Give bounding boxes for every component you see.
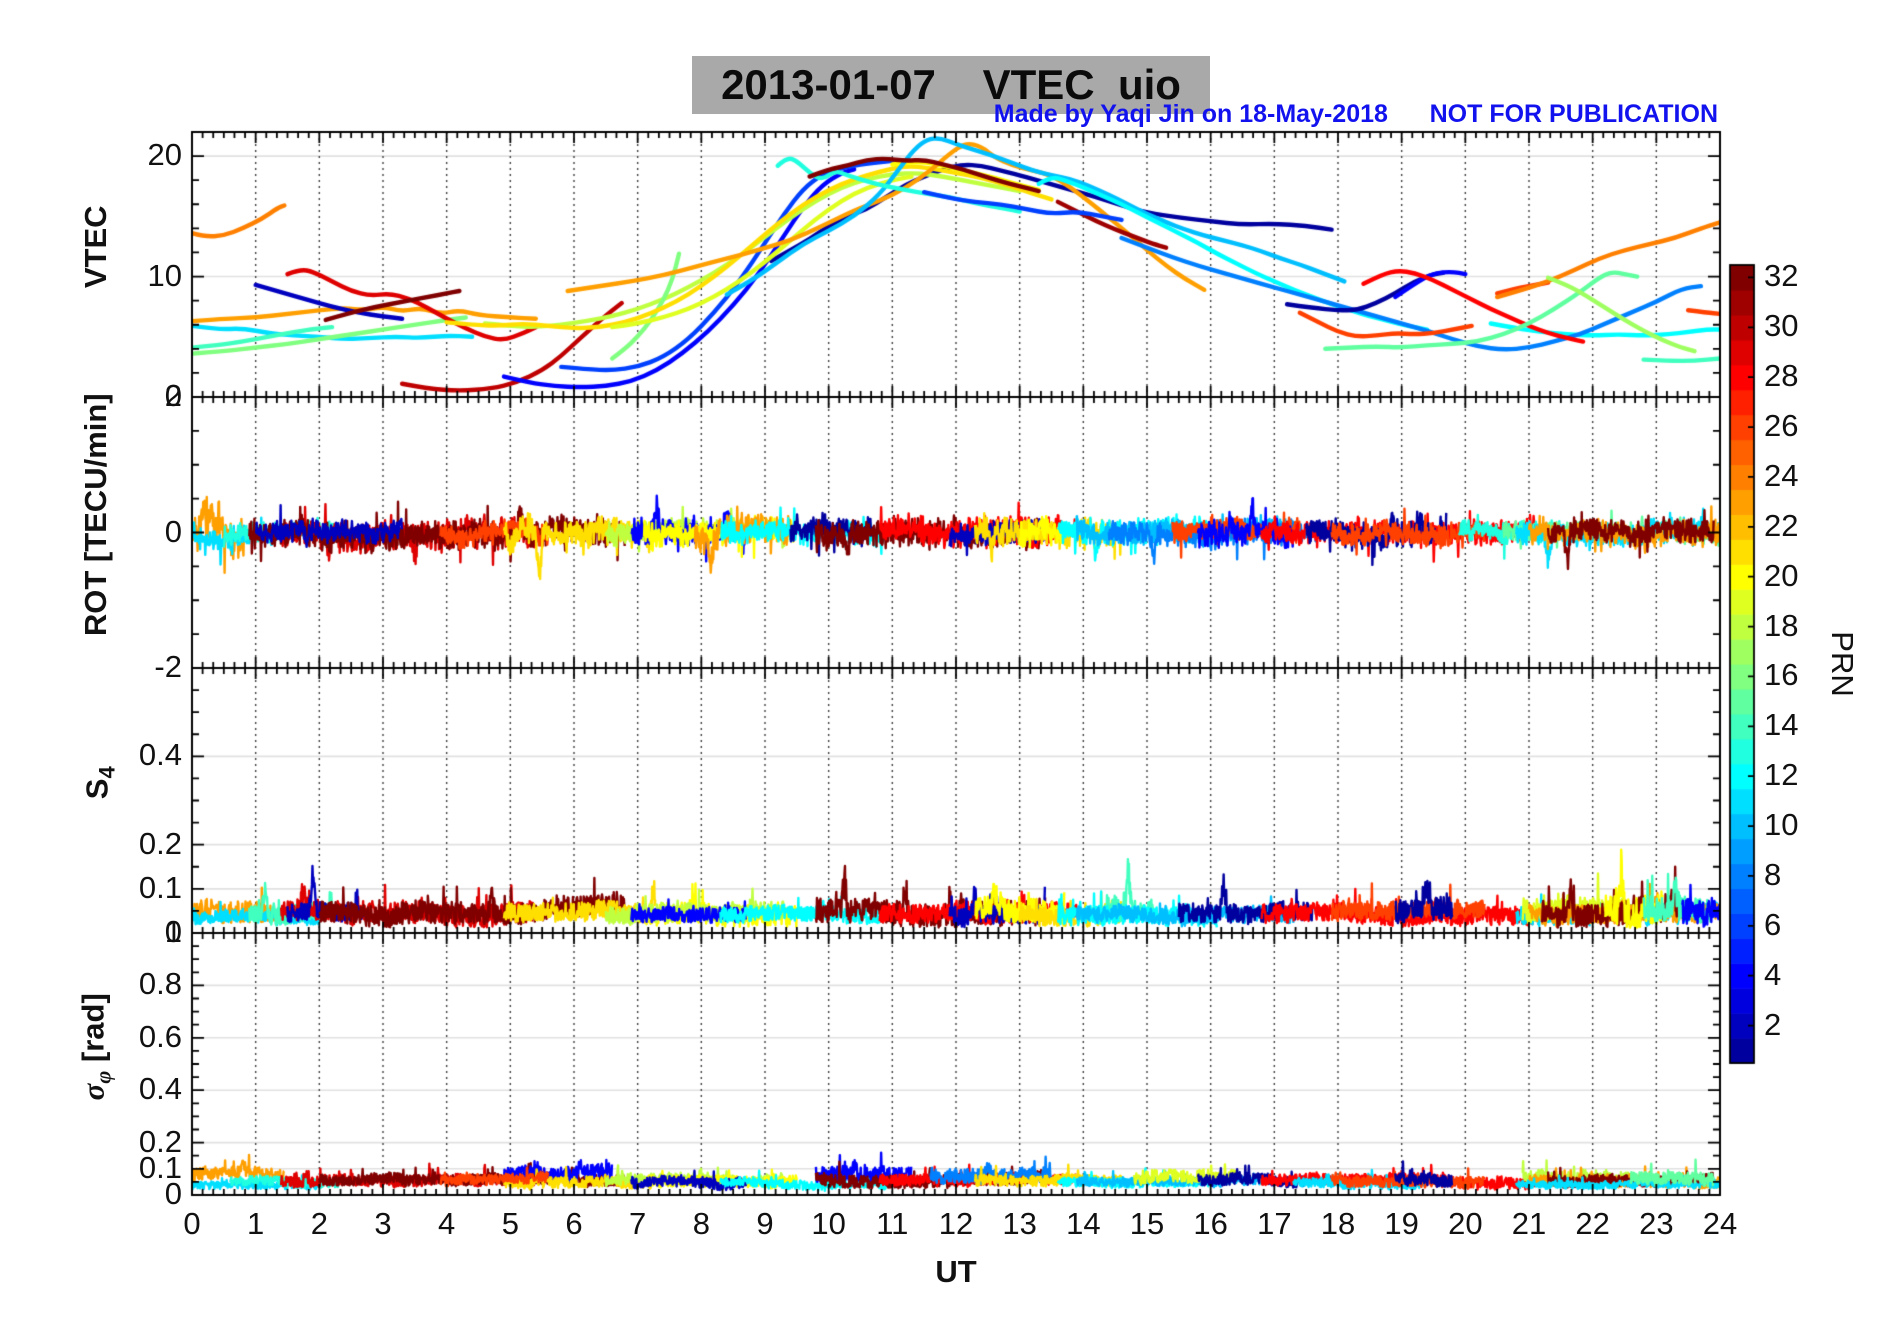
colorbar-tick-label: 22 — [1764, 507, 1799, 543]
y-tick-label-sigma_phi: 0.1 — [138, 1149, 182, 1185]
x-tick-label: 4 — [438, 1206, 456, 1241]
y-tick-label-rot: -2 — [154, 649, 182, 684]
colorbar-tick-label: 16 — [1764, 657, 1799, 693]
x-tick-label: 19 — [1384, 1206, 1419, 1241]
y-tick-label-rot: 2 — [164, 378, 182, 413]
colorbar-tick-label: 10 — [1764, 807, 1799, 843]
colorbar-tick-label: 32 — [1764, 258, 1799, 294]
y-tick-label-vtec: 10 — [147, 257, 182, 293]
y-tick-label-s4: 0 — [164, 914, 182, 949]
x-tick-label: 24 — [1702, 1206, 1738, 1241]
x-tick-label: 7 — [629, 1206, 647, 1241]
y-tick-label-sigma_phi: 0.4 — [138, 1071, 182, 1107]
colorbar-tick-label: 30 — [1764, 308, 1799, 344]
x-tick-label: 5 — [501, 1206, 519, 1241]
y-tick-label-sigma_phi: 0 — [164, 1176, 182, 1211]
x-tick-label: 17 — [1257, 1206, 1292, 1241]
x-tick-label: 9 — [756, 1206, 774, 1241]
x-tick-label: 22 — [1575, 1206, 1610, 1241]
x-tick-label: 15 — [1129, 1206, 1165, 1241]
x-axis-label: UT — [935, 1254, 977, 1289]
colorbar-tick-label: 18 — [1764, 607, 1799, 643]
colorbar-tick-label: 24 — [1764, 457, 1799, 493]
x-tick-label: 16 — [1193, 1206, 1228, 1241]
x-tick-label: 23 — [1639, 1206, 1674, 1241]
colorbar-tick-label: 6 — [1764, 906, 1782, 942]
x-tick-label: 10 — [811, 1206, 846, 1241]
x-tick-label: 18 — [1320, 1206, 1356, 1241]
y-tick-label-rot: 0 — [164, 513, 182, 549]
x-tick-label: 2 — [310, 1206, 328, 1241]
x-tick-label: 12 — [938, 1206, 974, 1241]
colorbar-tick-label: 26 — [1764, 408, 1799, 444]
colorbar-tick-label: 8 — [1764, 856, 1782, 892]
y-tick-label-vtec: 0 — [164, 378, 182, 413]
y-tick-label-s4: 0.4 — [138, 737, 182, 773]
y-axis-label-s4: S4 — [79, 766, 120, 800]
chart-title: 2013-01-07 VTEC uio — [721, 61, 1181, 108]
colorbar-tick-label: 4 — [1764, 956, 1782, 992]
x-tick-label: 14 — [1066, 1206, 1101, 1241]
x-tick-label: 8 — [692, 1206, 710, 1241]
x-tick-label: 1 — [247, 1206, 265, 1241]
y-tick-label-sigma_phi: 0.6 — [138, 1018, 182, 1054]
y-tick-label-s4: 0.1 — [138, 869, 182, 905]
y-tick-label-s4: 0.2 — [138, 825, 182, 861]
title-background: 2013-01-07 VTEC uio — [692, 56, 1210, 114]
colorbar-tick-label: 14 — [1764, 707, 1799, 743]
x-tick-label: 0 — [183, 1206, 201, 1241]
x-tick-label: 21 — [1511, 1206, 1547, 1241]
watermark-text: Made by Yaqi Jin on 18-May-2018 NOT FOR … — [993, 100, 1718, 128]
x-tick-label: 20 — [1448, 1206, 1483, 1241]
y-axis-label-sigma-phi: σφ [rad] — [75, 993, 116, 1101]
colorbar-tick-label: 20 — [1764, 557, 1799, 593]
y-tick-label-vtec: 20 — [147, 137, 182, 173]
colorbar-tick-label: 2 — [1764, 1006, 1782, 1042]
y-tick-label-sigma_phi: 0.8 — [138, 966, 182, 1002]
colorbar-tick-label: 12 — [1764, 757, 1799, 793]
y-tick-label-sigma_phi: 0.2 — [138, 1123, 182, 1159]
y-tick-label-sigma_phi: 1 — [164, 914, 182, 949]
colorbar-tick-label: 28 — [1764, 358, 1799, 394]
x-tick-label: 11 — [876, 1206, 909, 1241]
x-tick-label: 3 — [374, 1206, 392, 1241]
x-tick-label: 13 — [1002, 1206, 1037, 1241]
x-tick-label: 6 — [565, 1206, 583, 1241]
